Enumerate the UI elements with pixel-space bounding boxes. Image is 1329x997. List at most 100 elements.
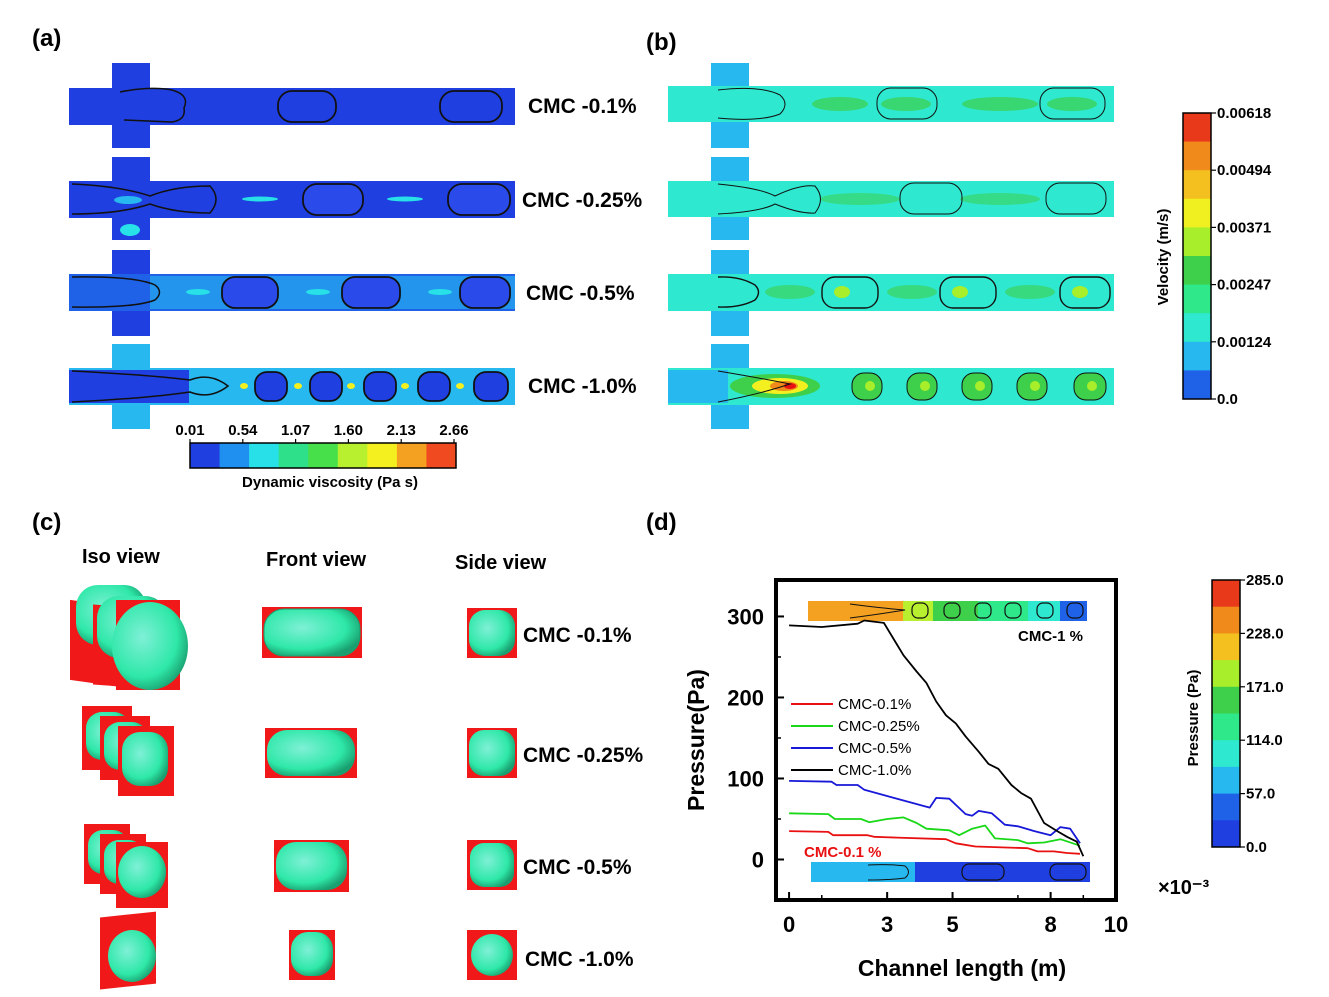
pressure-colorbar-segment [1212,740,1240,768]
y-tick-label: 0 [752,847,764,872]
pressure-colorbar-tick-label: 285.0 [1246,572,1284,589]
velocity-colorbar-segment [1183,198,1211,228]
header-iso-view: Iso view [82,546,160,568]
x-tick-label: 5 [946,912,958,937]
velocity-colorbar-segment [1183,170,1211,200]
panel-d-pressure-chart: CMC-1 % CMC-0.1 % CMC-0.1%CMC-0.25%CMC-0… [683,572,1284,981]
series-line-1 [789,830,1081,855]
pressure-colorbar-ticks: 285.0 228.0 171.0 114.0 57.0 0.0 [1240,572,1284,856]
front-view-droplet-3 [274,840,349,892]
velocity-colorbar-ticks: 0.00618 0.00494 0.00371 0.00247 0.00124 0.0 [1211,105,1272,408]
velocity-colorbar-segment [1183,284,1211,314]
pressure-colorbar-tick-label: 0.0 [1246,839,1267,856]
viscosity-colorbar-tick-label: 1.60 [334,422,363,439]
viscosity-colorbar-segment [426,443,457,468]
panel-a-row-label-2: CMC -0.25% [522,189,643,212]
velocity-colorbar-tick-label: 0.00371 [1217,219,1271,236]
front-view-droplet-4 [289,930,335,980]
legend-label-1: CMC-0.1% [838,696,911,713]
iso-view-droplet-2 [82,706,174,796]
velocity-colorbar-tick-label: 0.00124 [1217,334,1272,351]
header-side-view: Side view [455,552,547,574]
velocity-channel-row-3 [668,250,1114,336]
velocity-colorbar-segment [1183,141,1211,171]
y-tick-label: 200 [727,685,764,710]
y-tick-label: 300 [727,604,764,629]
panel-a-row-label-4: CMC -1.0% [528,375,637,398]
panel-c-row-label-1: CMC -0.1% [523,624,632,647]
velocity-colorbar-tick-label: 0.00618 [1217,105,1271,122]
viscosity-colorbar [189,442,457,469]
pressure-colorbar-tick-label: 171.0 [1246,679,1284,696]
viscosity-colorbar-segment [367,443,398,468]
viscosity-colorbar-segment [190,443,221,468]
panel-d-tag: (d) [646,509,677,536]
side-view-droplet-3 [467,840,517,890]
velocity-channel-row-2 [668,157,1114,240]
y-axis-label: Pressure(Pa) [683,669,709,811]
pressure-series [789,619,1085,857]
velocity-colorbar-segment [1183,256,1211,286]
velocity-colorbar [1182,112,1212,400]
pressure-colorbar-tick-label: 57.0 [1246,786,1275,803]
viscosity-colorbar-segment [337,443,368,468]
front-view-droplet-1 [262,607,362,658]
x-tick-label: 8 [1044,912,1056,937]
legend: CMC-0.1% CMC-0.25% CMC-0.5% CMC-1.0% [791,696,920,779]
iso-view-droplet-1 [70,585,188,690]
iso-view-droplet-4 [100,911,156,990]
viscosity-colorbar-segment [396,443,427,468]
panel-c-row-label-4: CMC -1.0% [525,948,634,971]
panel-c-row-label-3: CMC -0.5% [523,856,632,879]
x-tick-label: 3 [881,912,893,937]
iso-view-droplet-3 [84,824,168,908]
legend-label-3: CMC-0.5% [838,740,911,757]
x-tick-label: 10 [1104,912,1128,937]
pressure-colorbar-tick-label: 228.0 [1246,625,1284,642]
viscosity-colorbar-ticks: 0.01 0.54 1.07 1.60 2.13 2.66 [175,422,469,443]
pressure-colorbar-segment [1212,766,1240,795]
panel-a-viscosity-contours: CMC -0.1% CMC -0.25% CMC -0.5% CMC -1.0%… [69,63,643,491]
pressure-colorbar-segment [1212,660,1240,688]
header-front-view: Front view [266,549,366,571]
viscosity-channel-row-3 [69,250,515,336]
pressure-colorbar [1211,579,1241,848]
inset-bottom-label: CMC-0.1 % [804,844,882,861]
viscosity-colorbar-segment [278,443,309,468]
side-view-droplet-4 [467,930,517,980]
inset-top-pressure-channel [808,601,1087,621]
pressure-colorbar-tick-label: 114.0 [1246,732,1283,749]
velocity-colorbar-segment [1183,227,1211,257]
panel-b-tag: (b) [646,29,677,56]
panel-a-row-label-1: CMC -0.1% [528,95,637,118]
velocity-colorbar-segment [1183,370,1211,400]
front-view-droplet-2 [265,728,357,778]
pressure-colorbar-segment [1212,606,1240,634]
pressure-colorbar-segment [1212,633,1240,661]
inset-top-label: CMC-1 % [1018,628,1083,645]
velocity-colorbar-segment [1183,113,1211,143]
viscosity-colorbar-tick-label: 2.13 [387,422,416,439]
velocity-colorbar-segment [1183,313,1211,343]
velocity-channel-row-1 [668,63,1114,148]
panel-c-row-label-2: CMC -0.25% [523,744,644,767]
pressure-colorbar-segment [1212,820,1240,848]
plot-frame [774,578,1118,902]
velocity-colorbar-border [1182,112,1212,400]
viscosity-colorbar-tick-label: 2.66 [439,422,468,439]
panel-a-row-label-3: CMC -0.5% [526,282,635,305]
viscosity-colorbar-segment [308,443,339,468]
viscosity-colorbar-tick-label: 0.01 [175,422,204,439]
y-tick-label: 100 [727,766,764,791]
velocity-channel-row-4 [668,344,1114,429]
viscosity-colorbar-tick-label: 0.54 [228,422,258,439]
velocity-colorbar-tick-label: 0.0 [1217,391,1238,408]
velocity-colorbar-tick-label: 0.00247 [1217,277,1271,294]
pressure-colorbar-segment [1212,580,1240,608]
panel-c-tag: (c) [32,509,61,536]
series-line-4 [789,619,1085,857]
series-line-3 [789,780,1081,844]
velocity-colorbar-tick-label: 0.00494 [1217,162,1272,179]
x-axis-multiplier: ×10⁻³ [1158,877,1209,899]
series-line-2 [789,812,1081,847]
